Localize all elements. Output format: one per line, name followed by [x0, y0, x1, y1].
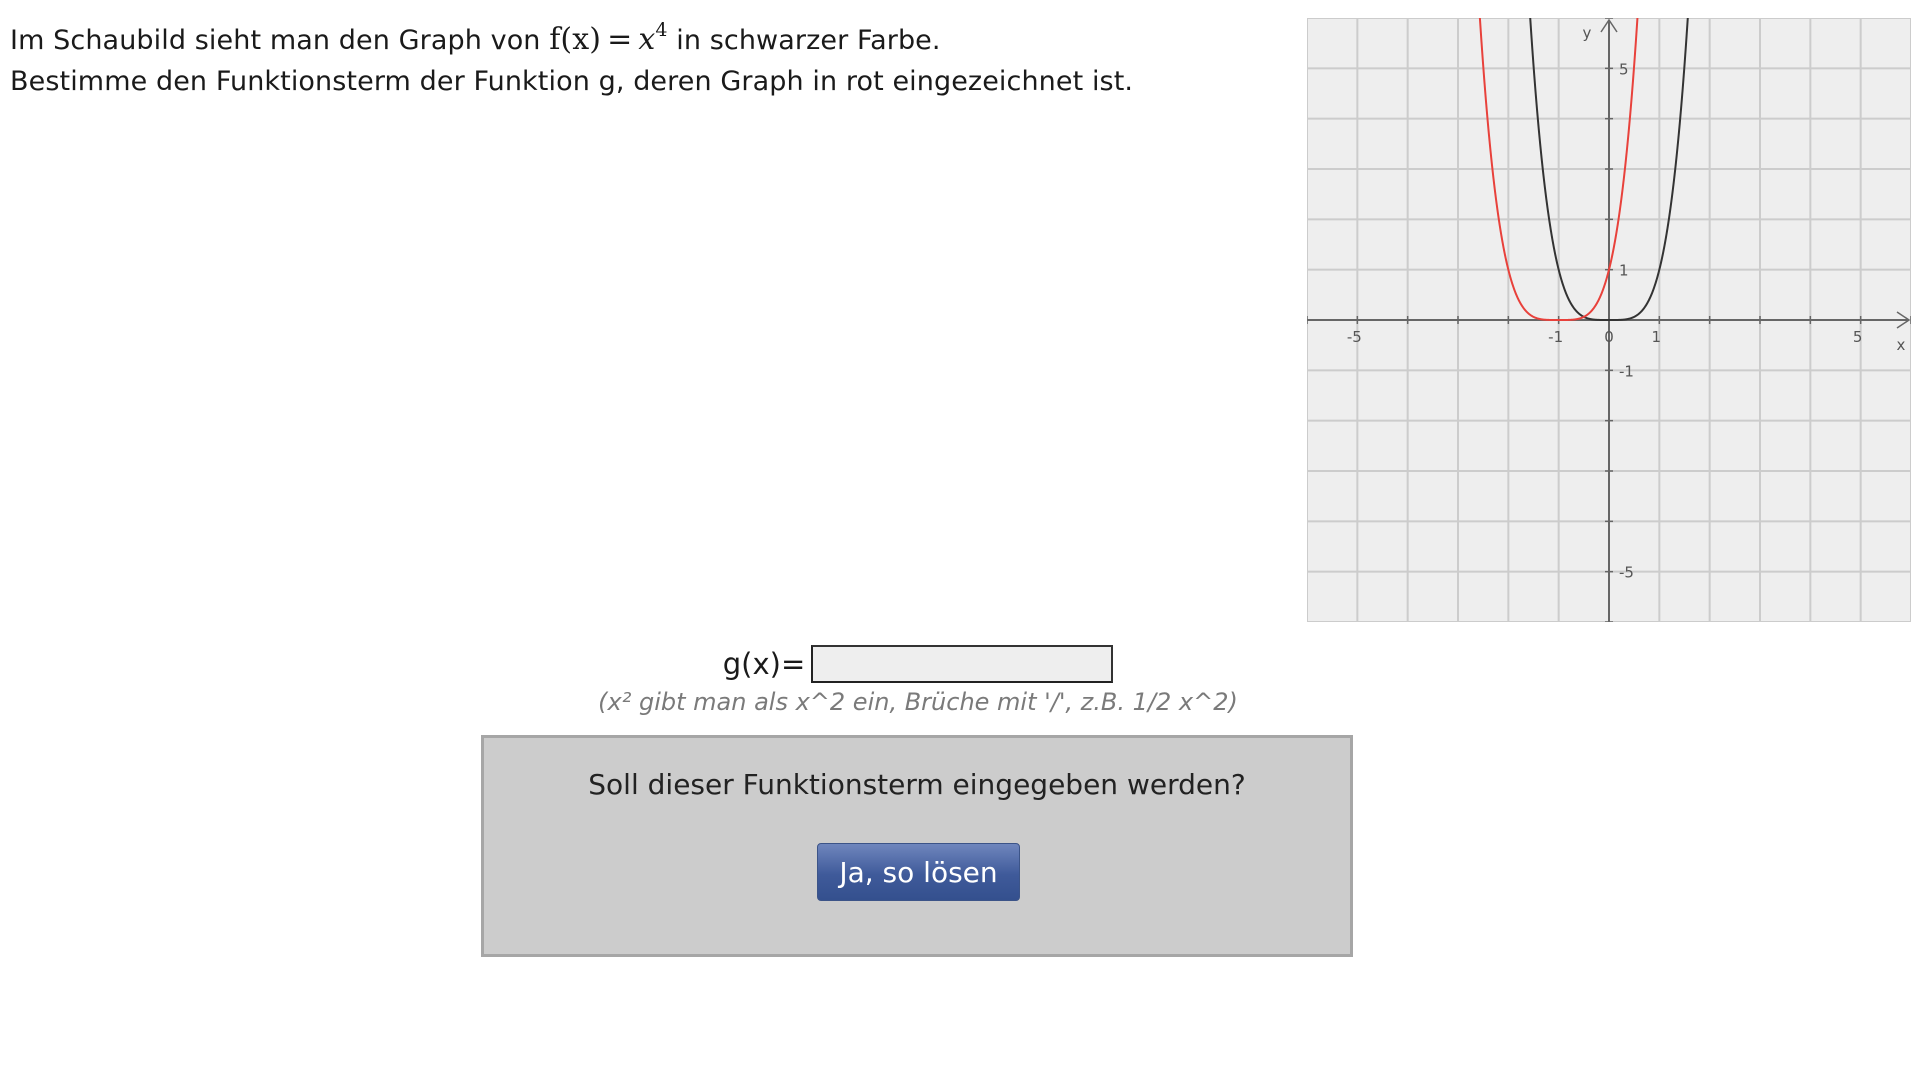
- y-axis-label: y: [1583, 24, 1592, 42]
- graph-curves: [1478, 18, 1689, 321]
- x-tick-label: -1: [1548, 328, 1563, 346]
- task-line-2: Bestimme den Funktionsterm der Funktion …: [10, 66, 1134, 97]
- function-f-lhs: f(x): [549, 22, 602, 57]
- y-tick-label: -1: [1619, 362, 1634, 380]
- equals-sign: =: [607, 22, 633, 57]
- function-f-formula: f(x) = x4: [549, 19, 668, 57]
- y-tick-label: -5: [1619, 564, 1634, 582]
- curve-f: [1529, 18, 1689, 321]
- task-description: Im Schaubild sieht man den Graph von f(x…: [10, 12, 1270, 102]
- answer-row: g(x)=: [0, 640, 1836, 686]
- y-axis-arrow-icon: [1600, 18, 1618, 33]
- solve-button[interactable]: Ja, so lösen: [817, 843, 1020, 901]
- x-axis-arrow-icon: [1896, 311, 1911, 329]
- graph-canvas: -5 -1 0 1 5 5 1 -1 -5 x y: [1307, 18, 1911, 622]
- function-graph: -5 -1 0 1 5 5 1 -1 -5 x y: [1307, 18, 1911, 622]
- y-tick-label: 1: [1619, 262, 1629, 280]
- confirm-panel: Soll dieser Funktionsterm eingegeben wer…: [481, 735, 1353, 957]
- task-line-1: Im Schaubild sieht man den Graph von f(x…: [10, 12, 1270, 61]
- graph-labels: -5 -1 0 1 5 5 1 -1 -5 x y: [1347, 24, 1906, 582]
- x-tick-label: 1: [1652, 328, 1662, 346]
- task-line-1-prefix: Im Schaubild sieht man den Graph von: [10, 25, 541, 56]
- confirm-question: Soll dieser Funktionsterm eingegeben wer…: [588, 768, 1246, 801]
- function-f-exponent: 4: [655, 19, 668, 41]
- x-axis-label: x: [1897, 336, 1906, 354]
- input-hint: (x² gibt man als x^2 ein, Brüche mit '/'…: [598, 688, 1238, 716]
- x-tick-label: -5: [1347, 328, 1362, 346]
- task-line-1-suffix: in schwarzer Farbe.: [676, 25, 941, 56]
- function-term-input[interactable]: [811, 645, 1114, 683]
- y-tick-label: 5: [1619, 60, 1629, 78]
- x-tick-label: 0: [1604, 328, 1614, 346]
- curve-g: [1478, 18, 1639, 321]
- x-tick-label: 5: [1853, 328, 1863, 346]
- function-f-base: x: [638, 22, 656, 57]
- answer-label: g(x)=: [722, 647, 806, 681]
